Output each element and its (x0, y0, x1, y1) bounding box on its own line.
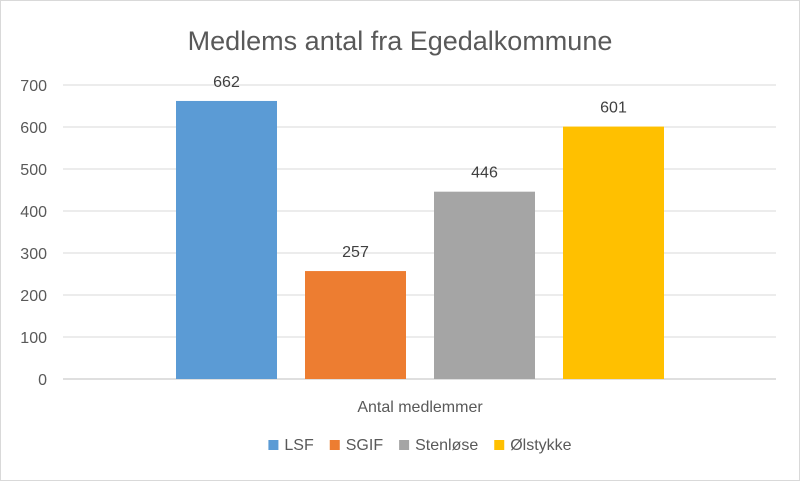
data-labels: 662 257 446 601 (213, 74, 627, 261)
chart-title: Medlems antal fra Egedalkommune (188, 26, 613, 56)
data-label: 601 (600, 100, 627, 117)
legend-swatch (494, 440, 505, 450)
y-tick-label: 700 (20, 78, 47, 95)
bars (176, 100, 664, 380)
y-tick-label: 500 (20, 162, 47, 179)
bar-sgif (305, 271, 406, 379)
y-axis-ticks: 0 100 200 300 400 500 600 700 (20, 78, 47, 389)
gridlines (63, 84, 776, 380)
legend-label: Ølstykke (510, 437, 571, 454)
y-tick-label: 300 (20, 246, 47, 263)
legend: LSF SGIF Stenløse Ølstykke (268, 437, 572, 454)
y-tick-label: 200 (20, 288, 47, 305)
legend-swatch (329, 440, 340, 450)
y-tick-label: 0 (38, 372, 47, 389)
x-axis-category-label: Antal medlemmer (357, 399, 483, 416)
data-label: 446 (471, 165, 498, 182)
data-label: 257 (342, 244, 369, 261)
y-tick-label: 600 (20, 120, 47, 137)
data-label: 662 (213, 74, 240, 91)
legend-label: LSF (284, 437, 314, 454)
legend-label: SGIF (346, 437, 384, 454)
y-tick-label: 100 (20, 330, 47, 347)
bar-ølstykke (563, 126, 664, 379)
y-tick-label: 400 (20, 204, 47, 221)
legend-swatch (268, 440, 279, 450)
bar-stenløse (434, 191, 535, 379)
bar-lsf (176, 100, 277, 380)
legend-swatch (399, 440, 410, 450)
legend-label: Stenløse (415, 437, 478, 454)
